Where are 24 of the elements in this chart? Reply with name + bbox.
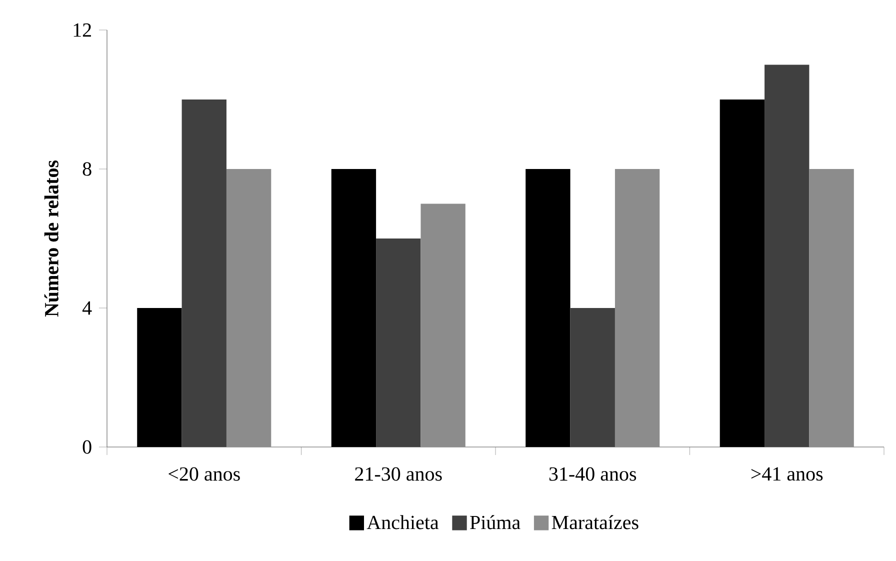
y-tick-label: 8 [82, 162, 92, 176]
x-tick-label: <20 anos [168, 467, 240, 481]
bar [420, 204, 466, 447]
bar [809, 169, 854, 447]
legend-label: Marataízes [552, 515, 638, 530]
bar [570, 308, 615, 447]
bar [376, 238, 421, 447]
bar [720, 99, 765, 447]
bar [331, 169, 376, 447]
x-tick-label: 21-30 anos [355, 467, 442, 481]
legend-label: Piúma [470, 515, 520, 530]
y-tick-label: 4 [82, 301, 92, 315]
x-tick-label: 31-40 anos [549, 467, 636, 481]
bar [764, 64, 810, 447]
y-axis-title: Número de relatos [44, 160, 58, 317]
bar [226, 169, 272, 447]
legend-label: Anchieta [366, 515, 439, 530]
bar [526, 169, 570, 447]
y-tick-label: 0 [82, 440, 92, 454]
bar [614, 169, 660, 447]
x-tick-label: >41 anos [751, 467, 823, 481]
bar [182, 99, 226, 447]
y-tick-label: 12 [74, 23, 91, 37]
bar [137, 308, 182, 447]
